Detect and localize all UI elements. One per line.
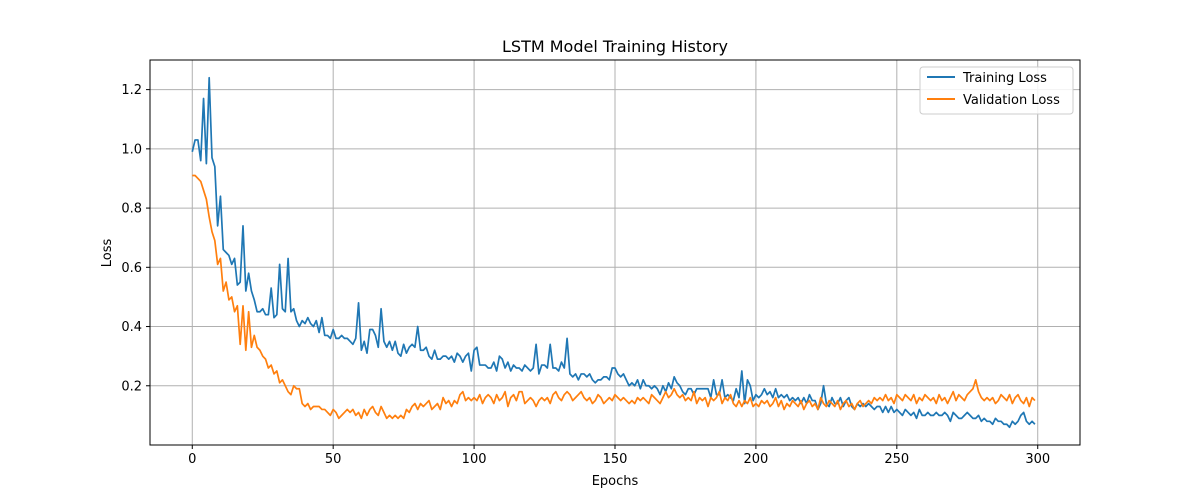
y-tick-label: 1.2 xyxy=(121,83,142,98)
grid xyxy=(150,60,1080,445)
x-tick-label: 200 xyxy=(743,452,768,467)
x-tick-label: 0 xyxy=(188,452,196,467)
y-tick-label: 0.2 xyxy=(121,379,142,394)
y-axis-label: Loss xyxy=(100,239,115,268)
x-tick-label: 100 xyxy=(462,452,487,467)
y-tick-label: 1.0 xyxy=(121,142,142,157)
x-axis-label: Epochs xyxy=(592,474,639,489)
x-tick-label: 150 xyxy=(603,452,628,467)
series-line-validation-loss xyxy=(192,174,1036,420)
x-tick-label: 300 xyxy=(1025,452,1050,467)
y-tick-label: 0.8 xyxy=(121,202,142,217)
y-tick-label: 0.4 xyxy=(121,320,142,335)
series-layer xyxy=(191,76,1036,429)
series-line-training-loss xyxy=(191,76,1036,429)
y-axis: 0.2 0.4 0.6 0.8 1.0 1.2 xyxy=(121,83,150,394)
legend-label-training-loss: Training Loss xyxy=(962,71,1047,86)
legend: Training Loss Validation Loss xyxy=(919,66,1074,115)
x-tick-label: 50 xyxy=(325,452,342,467)
x-axis: 0 50 100 150 200 250 300 xyxy=(188,445,1050,467)
x-tick-label: 250 xyxy=(884,452,909,467)
legend-label-validation-loss: Validation Loss xyxy=(963,93,1060,108)
legend-box xyxy=(919,66,1074,115)
y-tick-label: 0.6 xyxy=(121,261,142,276)
chart-title: LSTM Model Training History xyxy=(502,37,728,56)
